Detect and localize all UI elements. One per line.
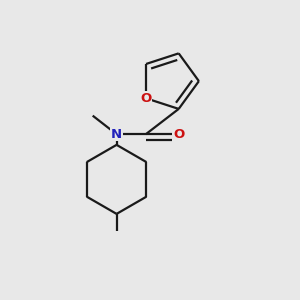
Text: O: O bbox=[140, 92, 152, 105]
Text: O: O bbox=[173, 128, 184, 141]
Text: N: N bbox=[111, 128, 122, 141]
